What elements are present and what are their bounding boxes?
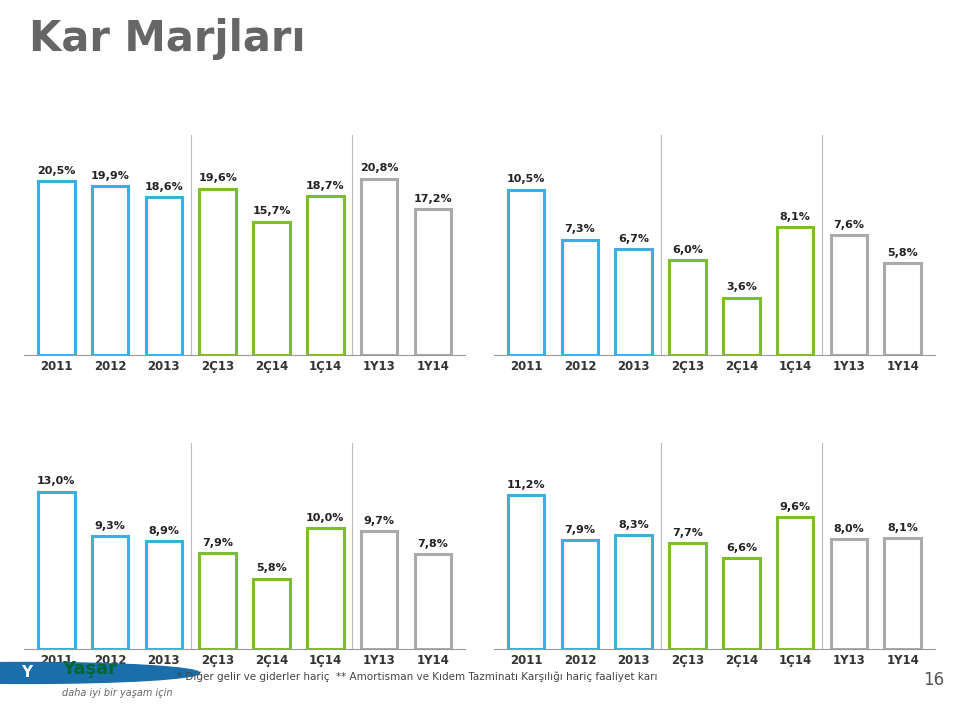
Bar [777, 228, 813, 354]
Bar [146, 197, 182, 354]
Text: FAVÖK Marjları **(%): FAVÖK Marjları **(%) [30, 411, 200, 430]
Text: Faaliyet Kar Marjları *(%): Faaliyet Kar Marjları *(%) [500, 104, 708, 120]
Text: 7,9%: 7,9% [565, 525, 596, 535]
Bar [616, 535, 652, 649]
Bar [92, 186, 129, 354]
Text: 7,9%: 7,9% [202, 538, 233, 548]
Circle shape [0, 662, 199, 683]
Text: 16: 16 [924, 671, 945, 689]
Bar [38, 491, 75, 649]
Text: 17,2%: 17,2% [413, 194, 452, 203]
Text: Y: Y [21, 666, 33, 681]
Text: 9,6%: 9,6% [780, 502, 810, 512]
Text: 6,6%: 6,6% [726, 543, 757, 553]
Bar [669, 543, 706, 649]
Text: Brüt Kar Marjları (%): Brüt Kar Marjları (%) [30, 104, 200, 120]
Text: 8,0%: 8,0% [833, 524, 864, 534]
Bar [669, 260, 706, 354]
Text: 13,0%: 13,0% [37, 476, 76, 486]
Bar [884, 264, 921, 354]
Text: 3,6%: 3,6% [726, 282, 757, 293]
Text: 8,1%: 8,1% [780, 212, 810, 222]
Text: 7,6%: 7,6% [833, 220, 864, 230]
Text: 10,0%: 10,0% [306, 513, 344, 523]
Bar [199, 189, 236, 354]
Bar [616, 250, 652, 354]
Text: 9,7%: 9,7% [363, 516, 394, 526]
Bar [562, 240, 598, 354]
Bar [38, 182, 75, 354]
Text: 15,7%: 15,7% [252, 206, 291, 216]
Text: 18,6%: 18,6% [145, 182, 183, 191]
Text: 11,2%: 11,2% [507, 480, 546, 490]
Bar [562, 540, 598, 649]
Text: 20,8%: 20,8% [360, 163, 398, 173]
Text: 9,3%: 9,3% [95, 521, 126, 531]
Text: Net Kar Marjları (%): Net Kar Marjları (%) [500, 413, 665, 428]
Text: 18,7%: 18,7% [306, 181, 344, 191]
Text: 7,3%: 7,3% [565, 225, 596, 235]
Bar [92, 536, 129, 649]
Text: daha iyi bir yaşam için: daha iyi bir yaşam için [62, 688, 173, 698]
Bar [777, 517, 813, 649]
Text: 5,8%: 5,8% [256, 564, 287, 574]
Text: Kar Marjları: Kar Marjları [29, 18, 305, 60]
Text: 6,7%: 6,7% [619, 234, 649, 244]
Bar [830, 539, 867, 649]
Bar [307, 527, 343, 649]
Bar [361, 179, 397, 354]
Bar [307, 196, 343, 354]
Bar [884, 537, 921, 649]
Bar [723, 298, 760, 354]
Bar [508, 190, 545, 354]
Text: 8,9%: 8,9% [149, 526, 179, 536]
Text: 20,5%: 20,5% [37, 166, 76, 176]
Text: 10,5%: 10,5% [507, 174, 546, 184]
Bar [199, 553, 236, 649]
Bar [723, 558, 760, 649]
Text: Yaşar: Yaşar [62, 661, 117, 679]
Bar [830, 235, 867, 354]
Text: 8,3%: 8,3% [619, 520, 649, 530]
Text: 5,8%: 5,8% [887, 248, 918, 258]
Text: 7,7%: 7,7% [672, 528, 703, 538]
Bar [414, 209, 451, 354]
Text: 19,6%: 19,6% [199, 173, 237, 184]
Bar [253, 222, 290, 354]
Text: 6,0%: 6,0% [672, 245, 703, 255]
Text: 8,1%: 8,1% [887, 523, 918, 532]
Bar [253, 579, 290, 649]
Text: * Diğer gelir ve giderler hariç  ** Amortisman ve Kıdem Tazminatı Karşılığı hari: * Diğer gelir ve giderler hariç ** Amort… [177, 671, 658, 682]
Text: 7,8%: 7,8% [417, 540, 448, 549]
Bar [361, 532, 397, 649]
Bar [146, 541, 182, 649]
Text: 19,9%: 19,9% [90, 171, 129, 181]
Bar [508, 495, 545, 649]
Bar [414, 554, 451, 649]
